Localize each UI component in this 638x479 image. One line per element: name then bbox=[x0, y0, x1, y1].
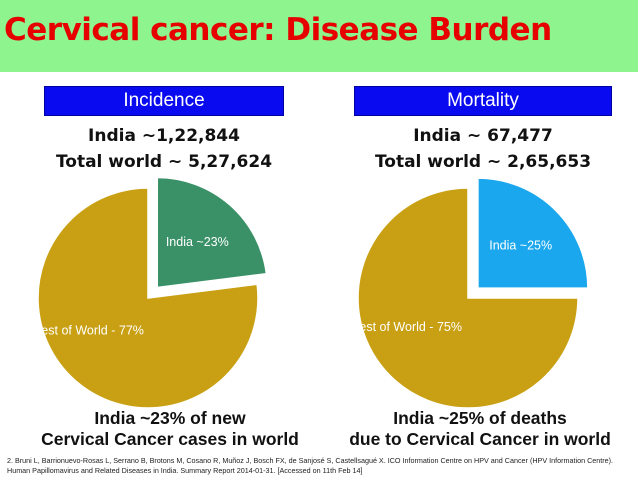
incidence-slice-label-rest-of-world: Rest of World - 77% bbox=[32, 324, 144, 338]
incidence-slice-rest-of-world bbox=[37, 187, 259, 409]
mortality-slice-india bbox=[477, 177, 589, 289]
incidence-world-count: Total world ~ 5,27,624 bbox=[55, 152, 273, 172]
title-bar: Cervical cancer: Disease Burden bbox=[0, 0, 638, 72]
mortality-caption-line2: due to Cervical Cancer in world bbox=[349, 429, 611, 449]
mortality-slice-label-india: India ~25% bbox=[489, 238, 552, 252]
mortality-slice-rest-of-world bbox=[357, 187, 579, 409]
mortality-world-count: Total world ~ 2,65,653 bbox=[374, 152, 592, 172]
reference-footnote: 2. Bruni L, Barrionuevo-Rosas L, Serrano… bbox=[7, 456, 614, 475]
mortality-caption: India ~25% of deaths due to Cervical Can… bbox=[330, 408, 630, 450]
mortality-pie-chart: India ~25% Rest of World - 75% bbox=[350, 177, 589, 409]
mortality-slice-label-rest-of-world: Rest of World - 75% bbox=[350, 320, 462, 334]
incidence-pie-chart: India ~23% Rest of World - 77% bbox=[32, 176, 268, 409]
incidence-slice-india bbox=[156, 176, 268, 289]
incidence-india-count: India ~1,22,844 bbox=[88, 126, 240, 146]
incidence-caption-line2: Cervical Cancer cases in world bbox=[41, 429, 299, 449]
mortality-india-count: India ~ 67,477 bbox=[413, 126, 553, 146]
incidence-slice-label-india: India ~23% bbox=[166, 235, 229, 249]
slide-title: Cervical cancer: Disease Burden bbox=[4, 12, 552, 48]
incidence-caption-line1: India ~23% of new bbox=[94, 408, 246, 428]
mortality-caption-line1: India ~25% of deaths bbox=[393, 408, 567, 428]
incidence-caption: India ~23% of new Cervical Cancer cases … bbox=[20, 408, 320, 450]
mortality-header: Mortality bbox=[354, 86, 612, 116]
incidence-header: Incidence bbox=[44, 86, 284, 116]
